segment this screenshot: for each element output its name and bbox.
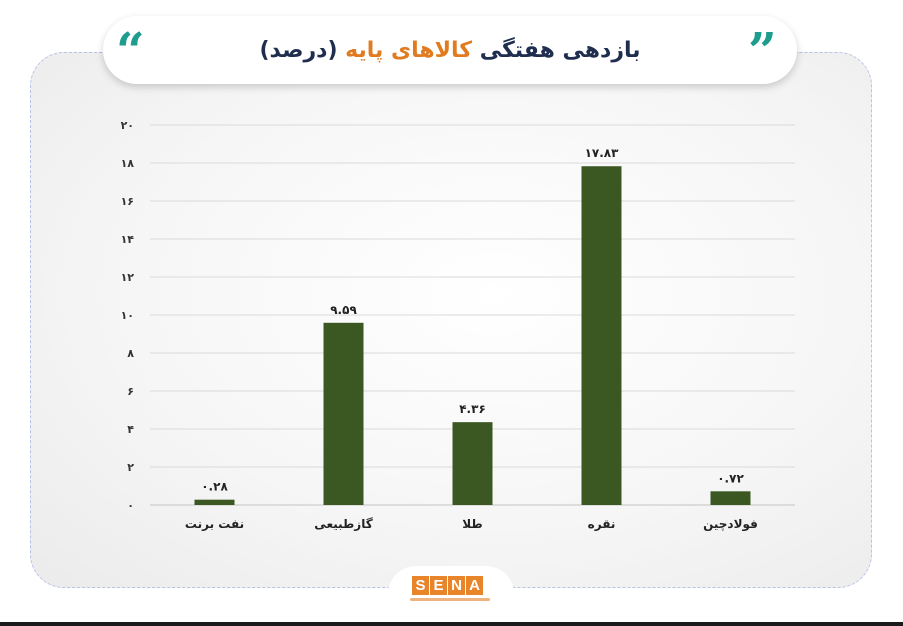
data-labels: ۰.۲۸ ۹.۵۹ ۴.۳۶ ۱۷.۸۳ ۰.۷۲	[201, 146, 744, 493]
x-tick-label: گازطبیعی	[314, 517, 372, 531]
data-label: ۰.۲۸	[201, 480, 228, 494]
quote-close-icon: ”	[748, 21, 777, 80]
y-tick-label: ۲۰	[121, 119, 134, 132]
y-tick-label: ۱۶	[121, 195, 134, 208]
bar	[452, 422, 493, 505]
y-tick-label: ۱۰	[121, 309, 134, 322]
y-tick-label: ۱۴	[121, 233, 135, 246]
x-tick-label: نفت برنت	[185, 517, 244, 531]
logo-letter: E	[430, 576, 447, 595]
bottom-border	[0, 622, 903, 626]
x-tick-label: فولادچین	[703, 517, 758, 532]
y-tick-label: ۸	[127, 347, 134, 360]
x-tick-label: طلا	[462, 517, 482, 531]
logo-letter: N	[448, 576, 465, 595]
chart-title: بازدهی هفتگی کالاهای پایه (درصد)	[259, 38, 640, 63]
quote-open-icon: “	[116, 21, 145, 80]
y-tick-label: ۶	[127, 385, 134, 398]
y-tick-label: ۱۲	[121, 271, 135, 284]
x-axis: نفت برنت گازطبیعی طلا نقره فولادچین	[185, 517, 758, 532]
y-tick-label: ۰	[127, 499, 134, 512]
bar	[323, 322, 364, 505]
title-post: (درصد)	[259, 37, 338, 63]
title-banner: بازدهی هفتگی کالاهای پایه (درصد)	[103, 16, 797, 84]
y-tick-label: ۱۸	[121, 157, 135, 170]
logo-letter: S	[412, 576, 429, 595]
logo-letter: A	[466, 576, 483, 595]
sena-logo: S E N A	[412, 576, 484, 595]
data-label: ۴.۳۶	[459, 402, 486, 416]
title-highlight: کالاهای پایه	[345, 37, 473, 63]
title-pre: بازدهی هفتگی	[479, 37, 641, 63]
bars	[194, 166, 751, 506]
bar	[194, 499, 235, 505]
bar	[710, 491, 751, 505]
data-label: ۱۷.۸۳	[585, 146, 620, 160]
data-label: ۹.۵۹	[330, 303, 357, 317]
y-axis: ۰ ۲ ۴ ۶ ۸ ۱۰ ۱۲ ۱۴ ۱۶ ۱۸ ۲۰	[121, 119, 135, 512]
x-tick-label: نقره	[588, 517, 616, 531]
y-tick-label: ۲	[127, 461, 134, 474]
bar	[581, 166, 622, 506]
data-label: ۰.۷۲	[717, 471, 744, 485]
y-tick-label: ۴	[127, 423, 134, 436]
logo-tagline-graphic	[410, 598, 490, 601]
